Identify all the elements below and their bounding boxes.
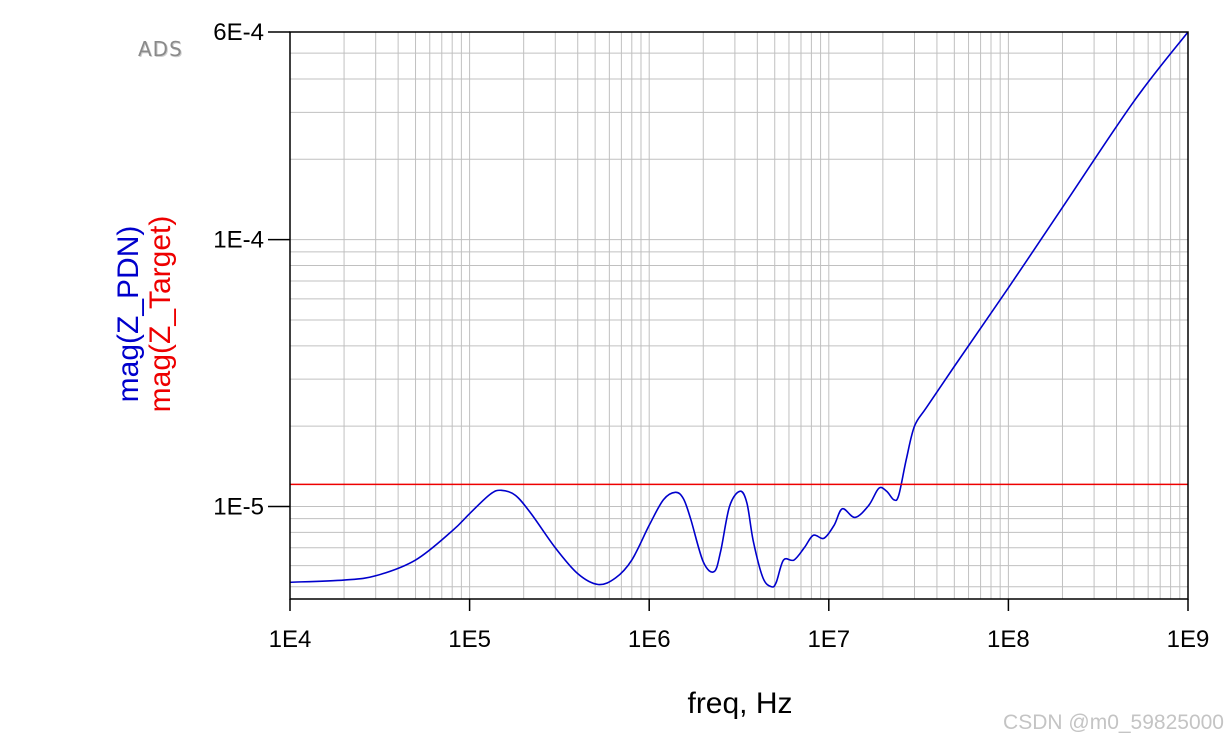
y-axis-title-z-pdn: mag(Z_PDN) [112,226,145,403]
y-tick-label: 1E-5 [213,493,264,520]
series-line-z-pdn [289,31,1189,588]
plot-border [289,31,1189,600]
x-tick-label: 1E8 [987,626,1030,653]
x-tick-label: 1E9 [1167,626,1210,653]
x-tick-label: 1E7 [807,626,850,653]
chart-series [289,31,1189,588]
y-axis-title-z-target: mag(Z_Target) [144,216,177,413]
x-tick-label: 1E6 [628,626,671,653]
x-tick-label: 1E5 [448,626,491,653]
y-axis-ticks: 1E-5 1E-4 6E-4 [213,19,290,520]
y-axis-title: mag(Z_PDN) mag(Z_Target) [112,216,177,413]
x-axis-title: freq, Hz [687,687,792,720]
x-axis-ticks: 1E4 1E5 1E6 1E7 1E8 1E9 [269,599,1210,653]
chart-grid [290,32,1188,599]
ads-logo: ADS [138,37,183,61]
y-tick-label: 6E-4 [213,19,264,46]
watermark: CSDN @m0_59825000 [1003,711,1224,734]
x-tick-label: 1E4 [269,626,312,653]
chart-frame [289,31,1189,600]
y-tick-label: 1E-4 [213,227,264,254]
